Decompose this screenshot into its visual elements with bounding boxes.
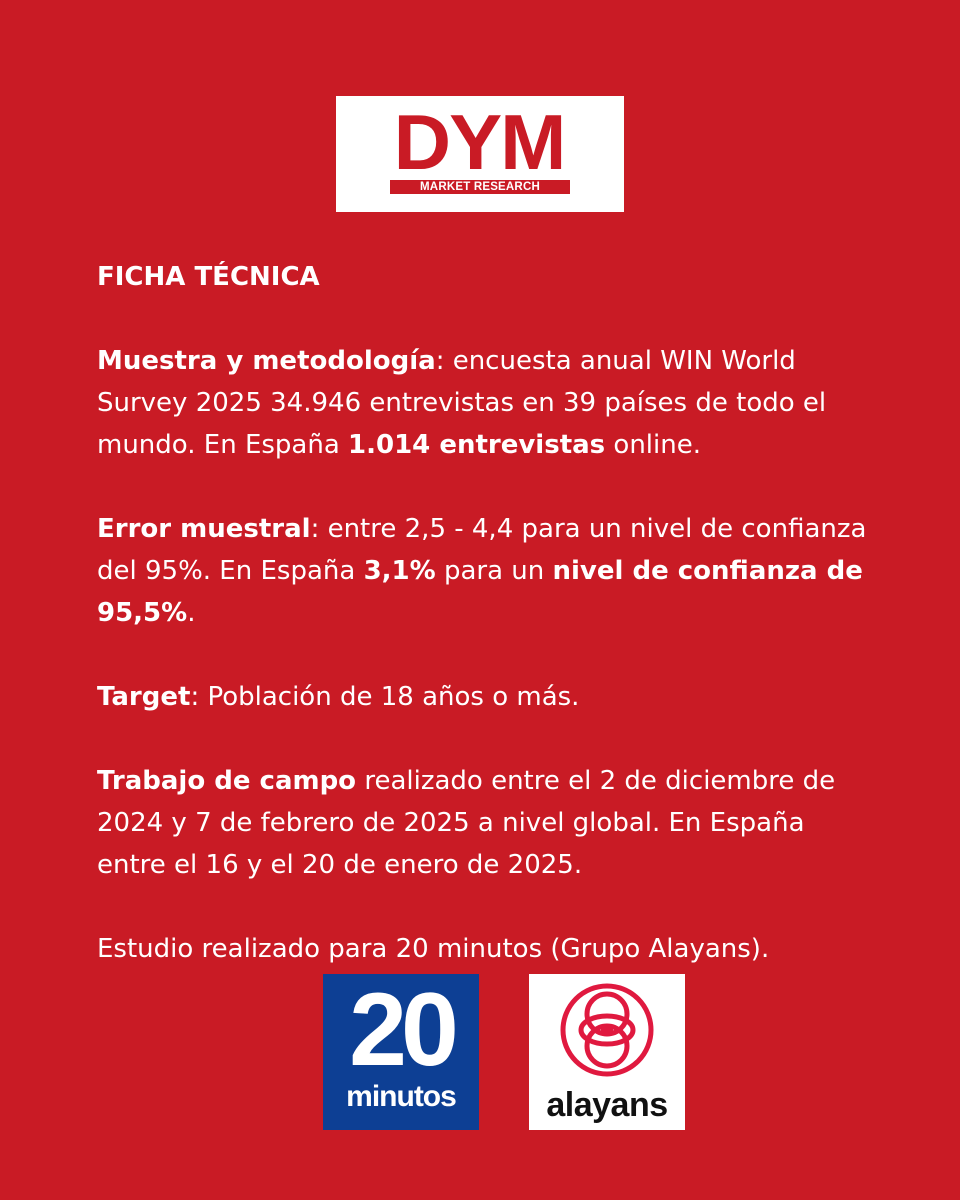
estudio-paragraph: Estudio realizado para 20 minutos (Grupo…	[97, 934, 770, 964]
trabajo-paragraph: Trabajo de campo realizado entre el 2 de…	[97, 766, 836, 880]
trabajo-label: Trabajo de campo	[97, 766, 357, 796]
target-label: Target	[97, 682, 191, 712]
20minutos-logo: 20 minutos	[323, 974, 479, 1130]
dym-logo-subtitle: MARKET RESEARCH	[390, 180, 570, 194]
ficha-tecnica: FICHA TÉCNICA Muestra y metodología: enc…	[97, 256, 877, 1012]
alayans-emblem-icon	[560, 983, 654, 1077]
ficha-heading: FICHA TÉCNICA	[97, 262, 320, 292]
alayans-logo-word: alayans	[546, 1086, 668, 1124]
error-paragraph: Error muestral: entre 2,5 - 4,4 para un …	[97, 514, 867, 628]
error-label: Error muestral	[97, 514, 311, 544]
muestra-paragraph: Muestra y metodología: encuesta anual WI…	[97, 346, 827, 460]
alayans-logo: alayans	[529, 974, 685, 1130]
20minutos-logo-number: 20	[349, 974, 459, 1088]
dym-logo-wordmark: DYM	[393, 98, 567, 186]
muestra-label: Muestra y metodología	[97, 346, 436, 376]
target-paragraph: Target: Población de 18 años o más.	[97, 682, 580, 712]
dym-logo: DYM MARKET RESEARCH	[336, 96, 624, 212]
20minutos-logo-word: minutos	[346, 1080, 457, 1113]
